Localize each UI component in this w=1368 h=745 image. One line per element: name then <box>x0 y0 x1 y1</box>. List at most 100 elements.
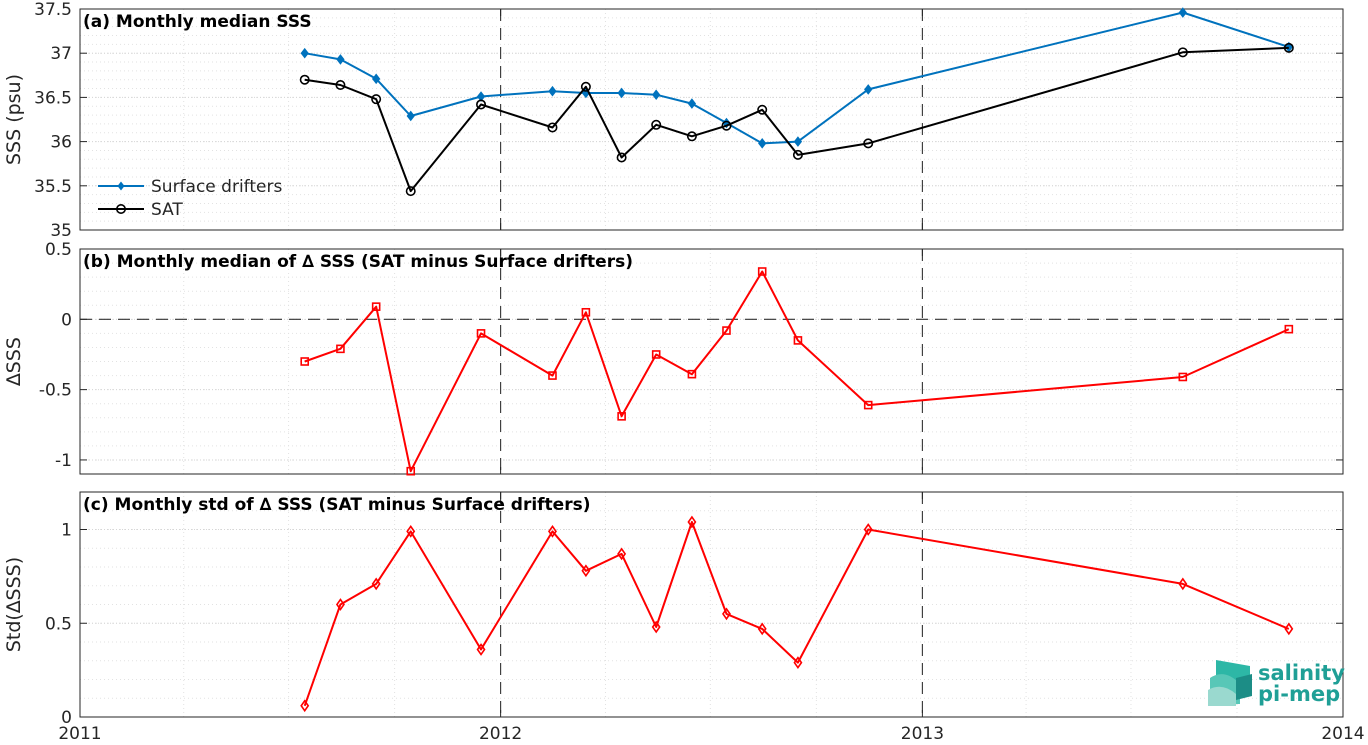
data-point <box>335 80 346 91</box>
panel-b: -1 -0.5 0 0.5 ∆SSS (b) Monthly median of ∆ SS… <box>3 240 1344 476</box>
series-line <box>304 270 1290 473</box>
ytick-label: 35.5 <box>34 177 72 197</box>
data-point <box>686 131 697 142</box>
data-point <box>651 350 661 359</box>
data-point <box>651 119 662 130</box>
panel-a: 35 35.5 36 36.5 37 37.5 SSS (psu) (a) Monthly m… <box>3 0 1344 241</box>
panel-title: (a) Monthly median SSS <box>83 12 312 32</box>
data-point <box>687 515 697 529</box>
data-point <box>371 577 381 591</box>
logo-line1: salinity <box>1258 661 1345 685</box>
logo: salinity pi-mep <box>1208 660 1345 706</box>
data-point <box>863 523 873 536</box>
data-point <box>793 136 803 147</box>
data-point <box>1284 622 1294 636</box>
data-point <box>335 598 345 611</box>
data-point <box>616 152 627 163</box>
data-point <box>548 371 557 380</box>
y-axis-label: SSS (psu) <box>3 74 25 165</box>
ytick-label: 0 <box>61 708 72 728</box>
legend-label: SAT <box>151 200 183 220</box>
ytick-label: 37 <box>50 44 72 64</box>
series-line <box>304 11 1290 145</box>
panel-c: 0 0.5 1 2011 2012 2013 2014 Std(∆SSS) (c) Monthl… <box>3 491 1365 744</box>
data-point <box>651 620 661 634</box>
data-point <box>548 85 557 97</box>
data-point <box>757 104 768 115</box>
y-axis-label: Std(∆SSS) <box>3 557 25 652</box>
data-point <box>687 369 697 379</box>
data-point <box>300 357 310 366</box>
ytick-label: 36 <box>50 133 72 153</box>
plot-area <box>80 492 1343 717</box>
data-point <box>476 643 486 656</box>
data-point <box>687 98 697 109</box>
data-point <box>1178 577 1188 591</box>
data-point <box>757 622 767 636</box>
data-point <box>793 336 803 345</box>
data-point <box>581 307 591 317</box>
wave-icon <box>1208 660 1252 706</box>
panel-title: (b) Monthly median of ∆ SSS (SAT minus S… <box>83 252 633 272</box>
series-line <box>304 46 1289 193</box>
data-point <box>336 344 345 354</box>
data-point <box>864 84 873 95</box>
plot-area <box>80 249 1343 474</box>
data-point <box>405 186 416 197</box>
data-point <box>300 47 309 59</box>
data-point <box>371 302 381 311</box>
plot-area <box>80 9 1343 230</box>
data-point <box>1178 7 1187 18</box>
panel-title: (c) Monthly std of ∆ SSS (SAT minus Surf… <box>83 495 590 515</box>
data-point <box>617 87 626 99</box>
data-point <box>336 54 345 65</box>
y-axis-label: ∆SSS <box>3 337 25 387</box>
logo-line2: pi-mep <box>1258 682 1340 706</box>
ytick-label: 36.5 <box>34 88 72 108</box>
xtick-label: 2013 <box>901 724 944 744</box>
data-point <box>406 524 416 538</box>
axes-box <box>79 491 1344 718</box>
xtick-label: 2014 <box>1321 724 1364 744</box>
data-point <box>1178 372 1188 382</box>
data-point <box>372 73 381 85</box>
axes-box <box>79 248 1344 475</box>
data-point <box>371 94 382 105</box>
data-point <box>476 99 487 110</box>
data-point <box>652 89 661 101</box>
data-point <box>757 267 767 276</box>
series-line <box>303 521 1290 707</box>
legend-swatch-marker <box>117 181 125 191</box>
ytick-label: 35 <box>50 221 72 241</box>
legend-label: Surface drifters <box>151 177 282 197</box>
ytick-label: 37.5 <box>34 0 72 20</box>
data-point <box>1284 324 1294 334</box>
data-point <box>617 547 627 561</box>
xtick-label: 2012 <box>479 724 522 744</box>
data-point <box>863 400 873 410</box>
data-point <box>547 524 557 538</box>
ytick-label: 0 <box>61 310 72 330</box>
ytick-label: 0.5 <box>45 240 72 260</box>
data-point <box>863 138 874 149</box>
data-point <box>547 122 558 133</box>
data-point <box>581 564 591 578</box>
data-point <box>722 607 731 621</box>
data-point <box>476 329 486 338</box>
data-point <box>299 74 310 85</box>
data-point <box>758 138 767 149</box>
data-point <box>1283 42 1294 53</box>
xtick-label: 2011 <box>58 724 101 744</box>
data-point <box>406 110 415 122</box>
data-point <box>792 149 803 160</box>
legend-swatch-marker <box>116 204 127 215</box>
data-point <box>617 412 626 421</box>
ytick-label: -0.5 <box>39 381 72 401</box>
data-point <box>580 81 591 92</box>
data-point <box>1177 47 1188 58</box>
data-point <box>721 120 732 131</box>
data-point <box>300 699 310 713</box>
axes-box <box>79 8 1344 231</box>
data-point <box>722 326 731 335</box>
